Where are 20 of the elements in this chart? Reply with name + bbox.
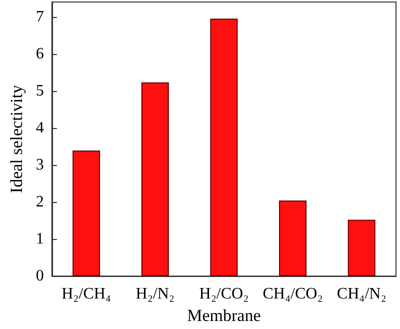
y-tick-label: 2 bbox=[36, 194, 44, 211]
y-axis-title: Ideal selectivity bbox=[7, 84, 26, 194]
y-tick-label: 1 bbox=[36, 230, 44, 248]
x-axis-title: Membrane bbox=[187, 306, 261, 325]
y-tick-label: 4 bbox=[36, 119, 44, 136]
bar bbox=[279, 200, 307, 276]
bar bbox=[210, 18, 238, 276]
x-tick-label: CH₄/N₂ bbox=[336, 286, 386, 303]
x-tick-label: H₂/CO₂ bbox=[199, 286, 249, 303]
x-tick-label: CH₄/CO₂ bbox=[262, 286, 323, 303]
y-tick-label: 6 bbox=[36, 45, 44, 62]
y-tick-label: 3 bbox=[36, 156, 44, 174]
bar bbox=[141, 82, 169, 276]
x-tick-label: H₂/N₂ bbox=[136, 286, 174, 303]
bar bbox=[72, 150, 100, 276]
y-tick-label: 0 bbox=[36, 268, 44, 285]
bar bbox=[348, 220, 376, 276]
y-tick-label: 5 bbox=[36, 82, 44, 100]
y-tick-label: 7 bbox=[36, 8, 44, 26]
x-tick-label: H₂/CH₄ bbox=[62, 286, 112, 303]
